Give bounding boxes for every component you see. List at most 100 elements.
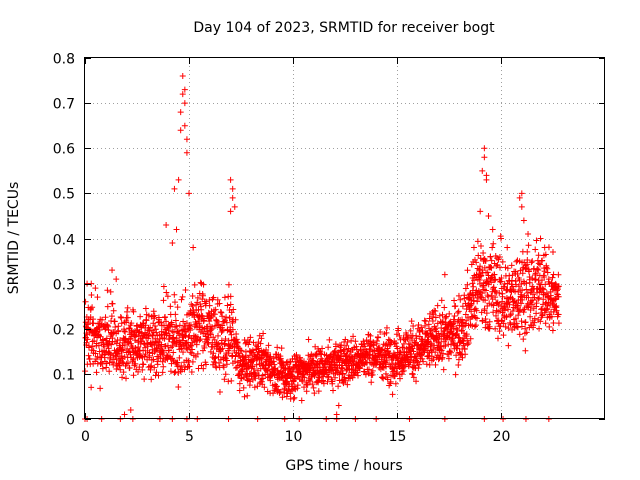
data-point bbox=[543, 264, 550, 271]
data-point bbox=[505, 325, 512, 332]
data-point bbox=[444, 332, 451, 339]
data-point bbox=[492, 294, 499, 301]
data-point bbox=[362, 371, 369, 378]
data-point bbox=[164, 293, 171, 300]
data-point bbox=[520, 336, 527, 343]
data-point bbox=[408, 318, 415, 325]
data-point bbox=[419, 355, 426, 362]
data-point bbox=[339, 370, 346, 377]
data-point bbox=[199, 292, 206, 299]
data-point bbox=[218, 337, 225, 344]
data-point bbox=[130, 308, 137, 315]
y-tick-label: 0.4 bbox=[53, 233, 75, 249]
data-point bbox=[181, 86, 188, 93]
data-point bbox=[160, 349, 167, 356]
data-point bbox=[113, 365, 120, 372]
data-point bbox=[124, 308, 131, 315]
data-point bbox=[214, 296, 221, 303]
data-point bbox=[339, 365, 346, 372]
data-point bbox=[194, 350, 201, 357]
data-point bbox=[129, 357, 136, 364]
data-point bbox=[539, 277, 545, 284]
data-point bbox=[421, 317, 428, 324]
data-point bbox=[430, 346, 437, 353]
data-point bbox=[349, 374, 356, 381]
data-point bbox=[88, 280, 95, 287]
data-point bbox=[197, 336, 204, 343]
data-point bbox=[170, 329, 177, 336]
data-point bbox=[506, 301, 513, 308]
data-point bbox=[525, 303, 532, 310]
data-point bbox=[231, 358, 238, 365]
data-point bbox=[528, 301, 535, 308]
data-point bbox=[260, 330, 267, 337]
data-point bbox=[442, 342, 449, 349]
data-point bbox=[244, 392, 251, 399]
y-tick-label: 0.1 bbox=[53, 368, 75, 384]
data-point bbox=[163, 221, 170, 228]
data-point bbox=[304, 361, 311, 368]
data-point bbox=[150, 308, 157, 315]
data-point bbox=[437, 343, 444, 350]
data-point bbox=[514, 324, 521, 331]
data-point bbox=[523, 329, 530, 336]
data-point bbox=[106, 368, 113, 375]
data-point bbox=[183, 149, 190, 156]
data-point bbox=[175, 384, 182, 391]
data-point bbox=[170, 349, 177, 356]
data-point bbox=[513, 323, 520, 330]
data-point bbox=[432, 314, 439, 321]
data-point bbox=[250, 357, 257, 364]
data-point bbox=[250, 349, 257, 356]
data-point bbox=[469, 322, 476, 329]
data-point bbox=[97, 333, 104, 340]
data-point bbox=[496, 289, 503, 296]
data-point bbox=[542, 281, 549, 288]
data-point bbox=[236, 387, 243, 394]
data-point bbox=[463, 317, 470, 324]
data-point bbox=[172, 311, 179, 318]
grid-lines bbox=[85, 58, 605, 419]
chart-title: Day 104 of 2023, SRMTID for receiver bog… bbox=[193, 20, 495, 36]
data-point bbox=[97, 385, 104, 392]
data-point bbox=[189, 339, 196, 346]
data-point bbox=[500, 320, 507, 327]
data-point bbox=[264, 367, 271, 374]
data-point bbox=[470, 244, 477, 251]
y-tick-label: 0.3 bbox=[53, 278, 75, 294]
x-tick-label: 10 bbox=[285, 429, 303, 445]
data-point bbox=[333, 343, 340, 350]
data-point bbox=[216, 300, 223, 307]
data-point bbox=[214, 341, 221, 348]
data-point bbox=[259, 362, 266, 369]
data-point bbox=[211, 311, 218, 318]
data-point bbox=[462, 285, 469, 292]
x-tick-label: 5 bbox=[185, 429, 194, 445]
data-point bbox=[205, 341, 212, 348]
data-point bbox=[516, 276, 523, 283]
data-point bbox=[242, 354, 249, 361]
data-point bbox=[469, 280, 476, 287]
data-point bbox=[172, 317, 179, 324]
data-point bbox=[212, 354, 219, 361]
data-point bbox=[226, 314, 233, 321]
data-point bbox=[194, 294, 201, 301]
data-point bbox=[490, 240, 497, 247]
data-point bbox=[537, 261, 544, 268]
data-point bbox=[124, 314, 131, 321]
data-point bbox=[173, 323, 180, 330]
data-point bbox=[477, 255, 484, 262]
data-point bbox=[512, 315, 519, 322]
data-point bbox=[523, 286, 530, 293]
data-point bbox=[505, 342, 512, 349]
data-point bbox=[104, 287, 111, 294]
data-point bbox=[383, 324, 390, 331]
data-point bbox=[174, 304, 181, 311]
data-point bbox=[477, 242, 484, 249]
data-point bbox=[464, 281, 471, 288]
data-point bbox=[430, 356, 437, 363]
data-point bbox=[329, 356, 336, 363]
data-point bbox=[479, 167, 486, 174]
data-point bbox=[520, 309, 527, 316]
data-point bbox=[406, 359, 413, 366]
